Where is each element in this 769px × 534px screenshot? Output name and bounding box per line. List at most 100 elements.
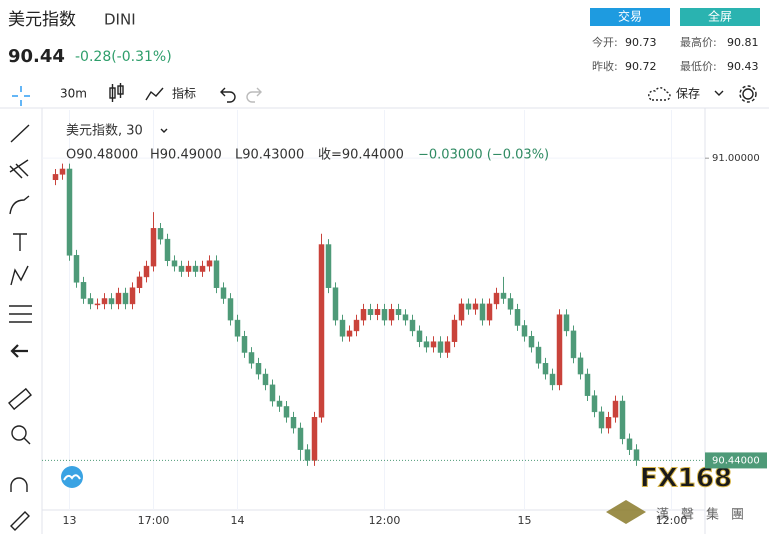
pattern-tool[interactable] [10,265,29,286]
fib-tool[interactable] [9,159,29,179]
candle-body [409,319,416,332]
candle-body [437,341,444,353]
candle-body [430,341,437,348]
candle-body [598,411,605,429]
candle-body [220,287,227,299]
candle-body [612,400,619,418]
candle-body [241,336,248,353]
ohlc-legend-item: −0.03000 (−0.03%) [418,148,549,163]
x-tick-label: 12:00 [369,514,401,527]
save-button[interactable]: 保存 [676,87,700,101]
candle-body [157,228,164,240]
candle-body [395,309,402,315]
chart-title: 美元指数, 30 [66,124,143,139]
candle-body [535,346,542,364]
measure-tool[interactable] [9,305,32,323]
candle-body [59,168,66,175]
fullscreen-button[interactable] [680,8,760,26]
zoom-tool[interactable] [11,425,27,441]
trade-button-label[interactable]: 交易 [618,9,642,24]
candle-body [500,292,507,299]
magnet-tool[interactable] [10,477,28,492]
candle-body [591,395,598,413]
candle-body [276,400,283,407]
ohlc-legend-item: L90.43000 [235,148,304,163]
candle-body [402,314,409,321]
y-tick-label: 91.00000 [712,153,760,164]
zoom-tool-handle[interactable] [23,437,31,445]
candle-body [80,282,87,299]
fullscreen-button-label[interactable]: 全屏 [708,9,732,24]
back-tool[interactable] [10,344,28,358]
candle-body [255,363,262,375]
candle-body [360,309,367,321]
candle-body [171,260,178,267]
lock-tool[interactable] [10,511,30,531]
candle-type-icon[interactable] [109,83,124,102]
redo-icon[interactable] [246,87,262,103]
candle-body [563,314,570,332]
text-tool[interactable] [13,233,27,251]
instrument-code: DINI [104,11,136,29]
candle-body [325,244,332,288]
x-tick-label: 17:00 [138,514,170,527]
title-dropdown[interactable] [160,128,168,133]
candle-body [269,384,276,402]
candle-body [66,168,73,256]
candle-body [227,298,234,321]
last-price-label: 90.44000 [712,455,760,466]
candle-body [542,363,549,375]
candle-body [192,265,199,272]
stat-label: 最低价: [680,60,717,73]
candle-body [626,438,633,450]
settings-icon[interactable] [742,88,754,100]
candle-body [388,309,395,321]
candle-body [367,309,374,315]
stat-label: 最高价: [680,35,717,49]
trendline-tool[interactable] [10,124,30,143]
candle-body [290,416,297,429]
candle-body [150,228,157,267]
candle-body [94,303,101,306]
candle-body [486,303,493,321]
watermark-diamond [606,500,646,524]
interval-selector[interactable]: 30m [60,87,87,101]
watermark-brand: FX168 [640,464,732,494]
candle-body [584,373,591,396]
settings-icon-gear[interactable] [739,85,757,103]
candle-body [234,319,241,337]
brush-tool[interactable] [9,195,30,215]
candle-body [332,287,339,321]
cloud-icon[interactable] [648,87,671,101]
stat-label: 今开: [592,35,618,49]
stat-value: 90.72 [625,60,657,73]
trade-button[interactable] [590,8,670,26]
candle-body [605,416,612,429]
candle-body [297,427,304,450]
candle-body [199,265,206,272]
ohlc-legend-item: H90.49000 [150,148,222,163]
candle-body [479,303,486,321]
crosshair-tool[interactable] [12,86,30,106]
candle-body [423,341,430,348]
x-tick-label: 15 [518,514,532,527]
save-dropdown[interactable] [714,90,724,96]
candle-body [101,298,108,305]
candle-body [633,449,640,461]
candle-body [549,373,556,386]
undo-icon[interactable] [220,87,236,103]
stat-value: 90.43 [727,60,759,73]
candle-body [514,309,521,326]
candle-body [178,265,185,272]
candle-body [87,298,94,305]
candle-body [444,341,451,353]
ruler-tool[interactable] [8,387,32,411]
candle-body [577,357,584,375]
candle-body [115,292,122,305]
candle-body [283,406,290,418]
candle-body [507,298,514,310]
indicator-button[interactable]: 指标 [172,86,196,101]
indicator-icon[interactable] [145,87,164,101]
